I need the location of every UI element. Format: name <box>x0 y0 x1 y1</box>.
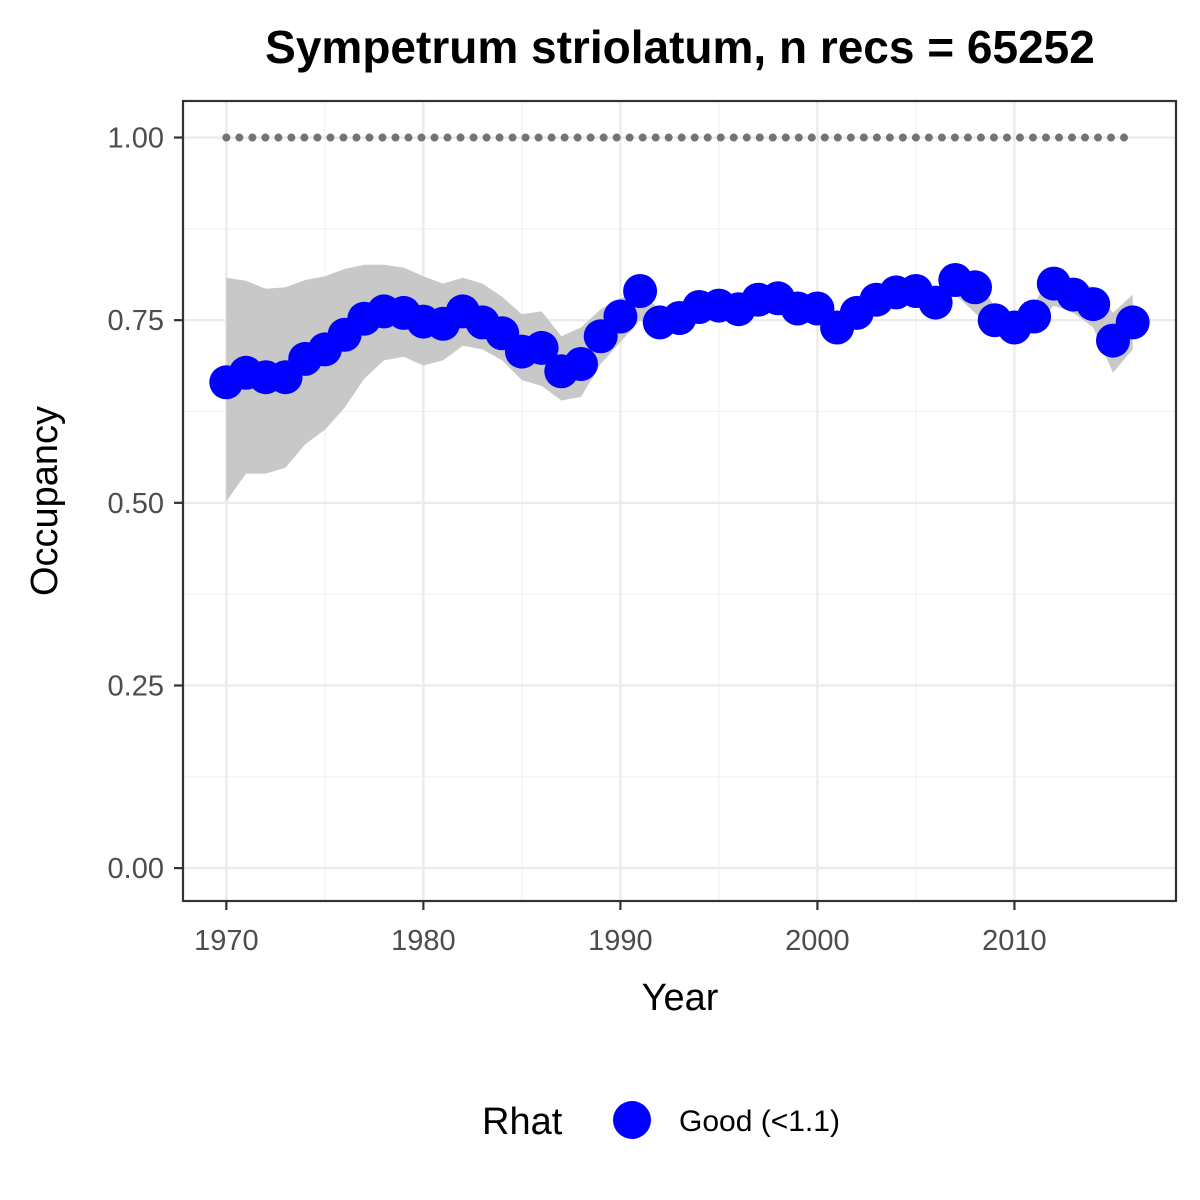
x-axis: 1970 1980 1990 2000 2010 <box>194 901 1047 957</box>
y-tick-label: 0.50 <box>108 488 164 520</box>
y-tick-label: 0.00 <box>108 853 164 885</box>
data-point <box>958 270 992 305</box>
data-point <box>564 347 598 381</box>
y-tick-label: 0.75 <box>108 305 164 337</box>
data-point <box>1076 287 1111 322</box>
legend: Rhat Good (<1.1) <box>482 1101 840 1143</box>
y-axis: 0.00 0.25 0.50 0.75 1.00 <box>108 123 183 885</box>
x-tick-label: 1990 <box>588 925 653 957</box>
data-point <box>1017 299 1052 334</box>
data-point <box>918 285 953 320</box>
y-axis-title: Occupancy <box>24 406 66 596</box>
x-tick-label: 2000 <box>785 925 850 957</box>
data-point <box>1115 305 1150 340</box>
plot-panel-background <box>183 101 1176 901</box>
data-point <box>524 330 559 365</box>
legend-label-good: Good (<1.1) <box>679 1105 840 1138</box>
legend-title: Rhat <box>482 1101 563 1143</box>
data-point <box>603 299 638 334</box>
x-axis-title: Year <box>642 977 719 1019</box>
x-tick-label: 1970 <box>194 925 259 957</box>
chart-title: Sympetrum striolatum, n recs = 65252 <box>265 21 1095 73</box>
y-tick-label: 0.25 <box>108 670 164 702</box>
y-tick-label: 1.00 <box>108 123 164 155</box>
plot-panel-border <box>181 99 1178 903</box>
data-points-layer <box>209 263 1150 400</box>
legend-key-good-icon <box>613 1101 651 1139</box>
data-point <box>623 274 658 308</box>
x-tick-label: 1980 <box>391 925 456 957</box>
x-tick-label: 2010 <box>982 925 1047 957</box>
